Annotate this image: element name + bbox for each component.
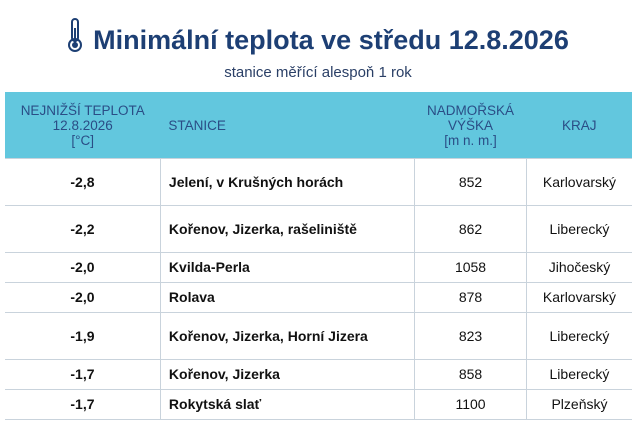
column-header: STANICE xyxy=(160,92,415,159)
table-cell: Jihočeský xyxy=(525,252,632,283)
table-cell: 823 xyxy=(414,312,527,360)
title: Minimální teplota ve středu 12.8.2026 xyxy=(93,25,569,55)
table-row: -2,2 Kořenov, Jizerka, rašeliniště 862 Libe… xyxy=(5,205,632,253)
table-cell: 858 xyxy=(414,359,527,390)
thermometer-icon xyxy=(68,18,83,52)
table-cell: -2,8 xyxy=(5,158,161,206)
table-row: -2,0 Rolava 878 Karlovarský xyxy=(5,282,632,313)
table-cell: Jelení, v Krušných horách xyxy=(159,158,416,206)
table-row: -2,8 Jelení, v Krušných horách 852 Karlovar… xyxy=(5,158,632,206)
table-cell: Kořenov, Jizerka, rašeliniště xyxy=(159,205,416,253)
title-row: Minimální teplota ve středu 12.8.2026 xyxy=(0,18,636,56)
table: NEJNIŽŠÍ TEPLOTA 12.8.2026 [°C] STANICE NADM… xyxy=(5,92,632,420)
table-cell: Karlovarský xyxy=(525,282,632,313)
table-row: -1,7 Kořenov, Jizerka 858 Liberecký xyxy=(5,359,632,390)
header-line: KRAJ xyxy=(561,117,597,133)
table-cell: 878 xyxy=(414,282,527,313)
table-cell: 1058 xyxy=(414,252,527,283)
table-cell: Liberecký xyxy=(525,312,632,360)
table-cell: Liberecký xyxy=(525,359,632,390)
table-row: -1,7 Rokytská slať 1100 Plzeňský xyxy=(5,389,632,420)
table-cell: -1,7 xyxy=(5,389,161,420)
header-line: 12.8.2026 xyxy=(52,117,113,133)
header-line: NEJNIŽŠÍ TEPLOTA xyxy=(20,102,145,118)
table-cell: -2,0 xyxy=(5,282,161,313)
table-cell: Kořenov, Jizerka, Horní Jizera xyxy=(159,312,416,360)
header-line: STANICE xyxy=(168,117,226,133)
column-header: NEJNIŽŠÍ TEPLOTA 12.8.2026 [°C] xyxy=(5,92,161,159)
table-cell: Rolava xyxy=(159,282,416,313)
table-cell: Kvilda-Perla xyxy=(159,252,416,283)
table-cell: Rokytská slať xyxy=(159,389,416,420)
header-line: NADMOŘSKÁ xyxy=(427,102,515,118)
table-row: -2,0 Kvilda-Perla 1058 Jihočeský xyxy=(5,252,632,283)
table-cell: 852 xyxy=(414,158,527,206)
table-cell: Kořenov, Jizerka xyxy=(159,359,416,390)
table-cell: Plzeňský xyxy=(525,389,632,420)
subtitle: stanice měřící alespoň 1 rok xyxy=(224,64,412,81)
table-cell: -1,9 xyxy=(5,312,161,360)
table-row: -1,9 Kořenov, Jizerka, Horní Jizera 823 Lib… xyxy=(5,312,632,360)
table-body: -2,8 Jelení, v Krušných horách 852 Karlovar… xyxy=(5,158,632,420)
table-head: NEJNIŽŠÍ TEPLOTA 12.8.2026 [°C] STANICE NADM… xyxy=(5,92,632,159)
header-line: [m n. m.] xyxy=(444,132,497,148)
header-line: [°C] xyxy=(71,132,95,148)
table-cell: Liberecký xyxy=(525,205,632,253)
table-cell: -2,0 xyxy=(5,252,161,283)
column-header: KRAJ xyxy=(526,92,632,159)
table-cell: 1100 xyxy=(414,389,527,420)
table-cell: -2,2 xyxy=(5,205,161,253)
header-row: NEJNIŽŠÍ TEPLOTA 12.8.2026 [°C] STANICE NADM… xyxy=(5,92,632,159)
table-cell: 862 xyxy=(414,205,527,253)
table-cell: -1,7 xyxy=(5,359,161,390)
header-line: VÝŠKA xyxy=(448,117,494,133)
column-header: NADMOŘSKÁ VÝŠKA [m n. m.] xyxy=(414,92,527,159)
table-cell: Karlovarský xyxy=(525,158,632,206)
